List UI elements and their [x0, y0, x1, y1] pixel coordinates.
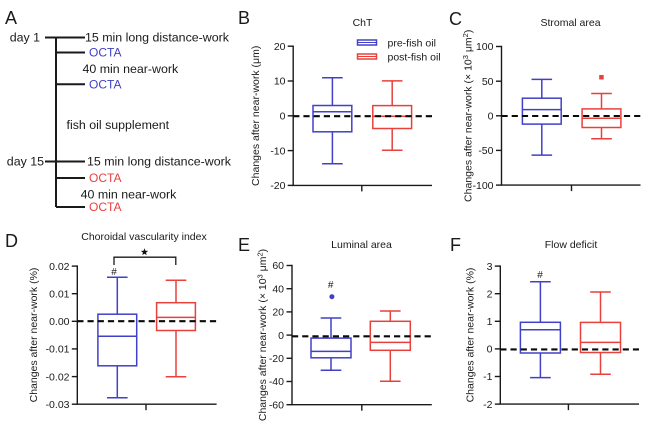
svg-text:0.02: 0.02 [49, 261, 70, 273]
svg-text:0: 0 [280, 111, 286, 123]
svg-text:OCTA: OCTA [89, 46, 121, 60]
svg-text:Changes after near-work (× 103: Changes after near-work (× 103 μm2) [256, 249, 270, 421]
svg-text:day 1: day 1 [10, 31, 40, 45]
svg-text:-10: -10 [270, 145, 285, 157]
svg-text:Stromal area: Stromal area [540, 17, 600, 29]
svg-text:pre-fish oil: pre-fish oil [388, 38, 436, 50]
svg-text:40 min near-work: 40 min near-work [81, 188, 178, 202]
svg-text:-100: -100 [472, 180, 493, 192]
svg-text:OCTA: OCTA [89, 200, 121, 214]
svg-text:-2: -2 [483, 399, 492, 411]
svg-text:day 15: day 15 [7, 155, 44, 169]
svg-text:-50: -50 [478, 145, 493, 157]
svg-text:0.00: 0.00 [49, 316, 70, 328]
svg-text:-1: -1 [483, 371, 492, 383]
svg-text:100: 100 [476, 41, 494, 53]
svg-text:15 min long distance-work: 15 min long distance-work [87, 155, 232, 169]
svg-text:F: F [450, 235, 461, 255]
svg-text:#: # [111, 267, 117, 278]
svg-text:60: 60 [272, 260, 284, 272]
svg-text:Changes after near-work (× 103: Changes after near-work (× 103 μm2) [461, 30, 475, 202]
svg-text:-40: -40 [269, 376, 284, 388]
svg-text:Changes after near-work (%): Changes after near-work (%) [465, 268, 477, 403]
svg-text:2: 2 [487, 288, 493, 300]
svg-text:D: D [5, 231, 18, 251]
svg-text:ChT: ChT [353, 17, 373, 29]
svg-text:#: # [328, 280, 334, 291]
svg-text:0: 0 [487, 344, 493, 356]
svg-text:10: 10 [274, 76, 286, 88]
svg-text:C: C [449, 9, 462, 29]
svg-text:-60: -60 [269, 399, 284, 411]
svg-text:-0.02: -0.02 [46, 371, 70, 383]
svg-text:1: 1 [487, 316, 493, 328]
svg-text:-0.03: -0.03 [46, 399, 70, 411]
svg-text:0: 0 [278, 330, 284, 342]
svg-text:-20: -20 [270, 180, 285, 192]
svg-text:Luminal area: Luminal area [331, 239, 392, 251]
svg-text:40 min near-work: 40 min near-work [83, 62, 180, 76]
svg-text:post-fish oil: post-fish oil [388, 52, 441, 64]
svg-text:20: 20 [274, 41, 286, 53]
svg-text:-20: -20 [269, 353, 284, 365]
svg-text:-0.01: -0.01 [46, 344, 70, 356]
svg-text:15 min long distance-work: 15 min long distance-work [85, 31, 230, 45]
svg-text:0: 0 [488, 111, 494, 123]
svg-text:Choroidal vascularity index: Choroidal vascularity index [81, 231, 207, 243]
svg-text:Changes after near-work (%): Changes after near-work (%) [28, 268, 40, 403]
svg-text:OCTA: OCTA [89, 77, 121, 91]
svg-text:20: 20 [272, 307, 284, 319]
svg-text:#: # [537, 270, 543, 281]
svg-text:50: 50 [482, 76, 494, 88]
svg-text:Changes after near-work (μm): Changes after near-work (μm) [250, 46, 262, 186]
svg-text:0.01: 0.01 [49, 288, 70, 300]
svg-text:A: A [5, 8, 17, 28]
svg-text:3: 3 [487, 261, 493, 273]
svg-text:E: E [238, 235, 250, 255]
svg-text:OCTA: OCTA [89, 171, 121, 185]
svg-text:B: B [238, 8, 250, 28]
svg-text:40: 40 [272, 283, 284, 295]
svg-text:Flow deficit: Flow deficit [545, 239, 598, 251]
svg-text:fish oil supplement: fish oil supplement [67, 118, 170, 132]
